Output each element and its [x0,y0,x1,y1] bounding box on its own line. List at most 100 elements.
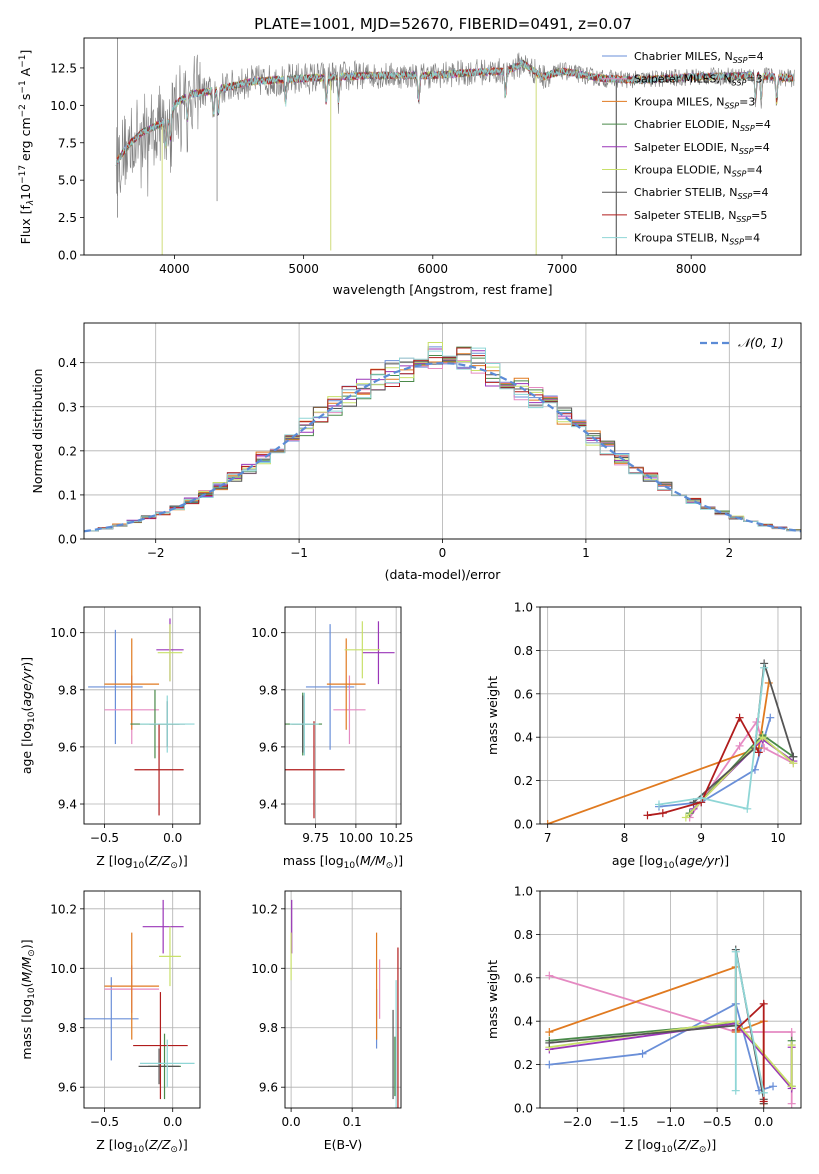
massweight-marker [758,733,767,742]
massweight-line-kroupa-stelib [658,667,766,810]
plot-area-residuals [84,342,801,533]
y-tick-label: 0.6 [514,971,533,985]
x-axis-label: Z [log10(Z/Z⊙)] [96,1137,187,1155]
y-axis-label: mass weight [485,676,500,755]
y-tick-label: 1.0 [514,601,533,615]
plot-area-age_vs_mass [285,621,395,819]
legend-entry: Kroupa STELIB, NSSP=4 [634,232,760,247]
y-tick-label: 0.2 [58,444,77,458]
legend-entry: Salpeter STELIB, NSSP=5 [634,209,767,224]
y-axis-label: mass weight [485,960,500,1039]
x-tick-label: 8 [621,831,629,845]
axes-frame [83,37,802,256]
x-tick-label: 0.0 [754,1115,773,1129]
y-tick-label: 1.0 [514,885,533,899]
x-tick-label: 6000 [418,262,449,276]
x-axis-label: E(B-V) [324,1137,363,1152]
massweight-marker [543,820,552,824]
y-tick-label: 9.6 [259,740,278,754]
panel-spectrum: 4000 5000 6000 7000 8000 0.0 2.5 5.0 7.5 10.0 12.5… [18,37,802,297]
errorbar-point [104,638,160,730]
y-tick-label: 10.2 [251,902,278,916]
y-tick-label: 9.8 [58,1021,77,1035]
errorbar-point [289,692,319,756]
massweight-marker [658,809,667,818]
massweight-marker [638,1049,647,1058]
errorbar-point [344,621,381,679]
x-tick-label: 7000 [547,262,578,276]
errorbar-point [333,675,366,745]
massweight-marker [759,1088,768,1097]
massweight-marker [759,999,768,1008]
x-tick-label: −1.5 [609,1115,638,1129]
x-tick-label: 0.1 [343,1115,362,1129]
y-tick-label: 0.4 [58,356,77,370]
massweight-marker [654,800,663,809]
x-tick-label: 0 [439,546,447,560]
y-tick-label: 12.5 [50,61,77,75]
panel-age_vs_mass: 9.75 10.00 10.25 9.4 9.6 9.8 10.0 mass [log10(M… [251,606,413,871]
y-tick-label: 9.8 [259,1021,278,1035]
axes-frame [83,322,802,540]
model-spectrum-kroupa-stelib [115,59,795,166]
y-tick-label: 9.6 [58,740,77,754]
x-axis-label: (data-model)/error [385,567,502,582]
legend-entry: 𝒩(0, 1) [738,335,784,350]
x-tick-label: −0.5 [90,831,119,845]
y-tick-label: 10.0 [251,626,278,640]
x-axis-label: Z [log10(Z/Z⊙)] [96,853,187,871]
errorbar-point [88,629,143,745]
y-tick-label: 10.0 [50,99,77,113]
errorbar-point [285,721,345,819]
y-tick-label: 9.4 [259,798,278,812]
massweight-marker [787,1028,796,1037]
massweight-marker [697,793,706,802]
y-tick-label: 10.0 [251,962,278,976]
massweight-marker [759,1097,768,1106]
errorbar-point [139,1039,195,1088]
x-tick-label: 9 [697,831,705,845]
errorbar-point [305,624,355,750]
axes-frame [539,606,802,825]
axes-frame [284,890,402,1109]
errorbar-point [139,695,195,753]
y-tick-label: 0.8 [514,928,533,942]
y-tick-label: 0.2 [514,774,533,788]
errorbar-point [362,621,395,685]
massweight-marker [681,813,690,822]
y-tick-label: 9.6 [259,1081,278,1095]
x-tick-label: 7 [544,831,552,845]
plot-area-mass_vs_EBV [290,899,399,1108]
x-axis-label: age [log10(age/yr)] [612,853,729,871]
massweight-marker [766,713,775,722]
panel-age_vs_Z: −0.5 0.0 9.4 9.6 9.8 10.0 Z [log10(Z/Z⊙)] age [… [19,606,201,871]
massweight-marker [735,741,744,750]
massweight-marker [787,1099,796,1108]
y-tick-label: 0.6 [514,687,533,701]
legend-entry: Salpeter MILES, NSSP=3 [634,73,763,88]
x-tick-label: 10.25 [379,831,413,845]
x-tick-label: −2.0 [563,1115,592,1129]
massweight-line-chabrier-miles [549,1002,774,1092]
massweight-marker [787,1082,796,1091]
plot-area-massweight_vs_Z [545,945,796,1108]
x-tick-label: 9.75 [302,831,329,845]
errorbar-point [84,977,139,1061]
massweight-marker [545,1038,554,1047]
spectrum-legend: Chabrier MILES, NSSP=4 Salpeter MILES, NS… [602,50,771,247]
massweight-line-chabrier-stelib [549,949,765,1104]
x-axis-label: wavelength [Angstrom, rest frame] [332,282,552,297]
plot-area-age_vs_Z [88,618,195,816]
panel-massweight_vs_Z: −2.0 −1.5 −1.0 −0.5 0.0 0.0 0.2 0.4 0.6 0.8 1.0 Z [… [485,885,802,1155]
x-tick-label: −0.5 [90,1115,119,1129]
y-tick-label: 10.0 [50,626,77,640]
x-tick-label: 10.00 [339,831,373,845]
y-tick-label: 2.5 [58,211,77,225]
massweight-marker [545,1060,554,1069]
x-tick-label: −1.0 [656,1115,685,1129]
legend-entry: Chabrier STELIB, NSSP=4 [634,186,768,201]
y-tick-label: 10.2 [50,902,77,916]
massweight-marker [545,971,554,980]
y-tick-label: 0.4 [514,731,533,745]
x-tick-label: 5000 [288,262,319,276]
